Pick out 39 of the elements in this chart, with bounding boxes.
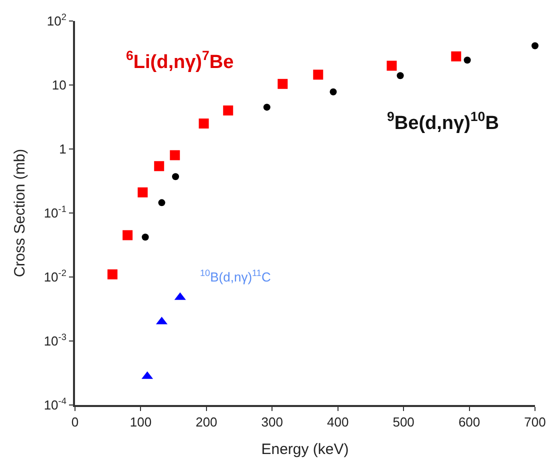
x-tick-label: 100 — [130, 414, 152, 430]
y-tick-label: 10 — [52, 78, 66, 93]
y-tick-label: 10$^{-3}$ — [44, 332, 66, 349]
y-tick-label: 10$^{2}$ — [46, 12, 66, 29]
x-tick-label: 0 — [71, 414, 79, 430]
series-label: $^{6}$Li(d,nγ)$^{7}$Be — [126, 48, 234, 73]
point — [122, 230, 133, 240]
point — [107, 269, 118, 280]
point — [172, 173, 180, 180]
point — [313, 70, 324, 80]
point — [198, 118, 209, 129]
y-axis-title: Cross Section (mb) — [12, 148, 29, 278]
point — [532, 42, 538, 50]
point — [386, 60, 397, 71]
x-tick-label: 500 — [392, 414, 414, 430]
x-tick-label: 600 — [458, 414, 480, 430]
point — [170, 150, 180, 160]
point — [451, 51, 462, 62]
x-tick-label: 400 — [327, 414, 349, 430]
point — [464, 56, 471, 64]
x-tick-label: 700 — [524, 414, 546, 430]
x-tick-label: 300 — [261, 414, 283, 430]
point — [278, 78, 288, 89]
point — [330, 88, 337, 96]
point — [396, 72, 404, 80]
y-tick-label: 1 — [59, 142, 66, 157]
point — [263, 104, 270, 111]
point — [223, 105, 234, 116]
y-tick-label: 10$^{-1}$ — [44, 204, 66, 221]
y-tick-label: 10$^{-4}$ — [44, 396, 66, 413]
point — [158, 199, 166, 206]
series-label: $^{9}$Be(d,nγ)$^{10}$B — [387, 109, 499, 134]
point — [138, 187, 148, 198]
y-tick-label: 10$^{-2}$ — [44, 268, 66, 285]
x-axis-title: Energy (keV) — [261, 441, 349, 458]
point — [142, 234, 149, 241]
point — [154, 161, 164, 172]
series-label: $^{10}$B(d,nγ)$^{11}$C — [200, 268, 271, 284]
x-tick-label: 200 — [196, 414, 218, 430]
